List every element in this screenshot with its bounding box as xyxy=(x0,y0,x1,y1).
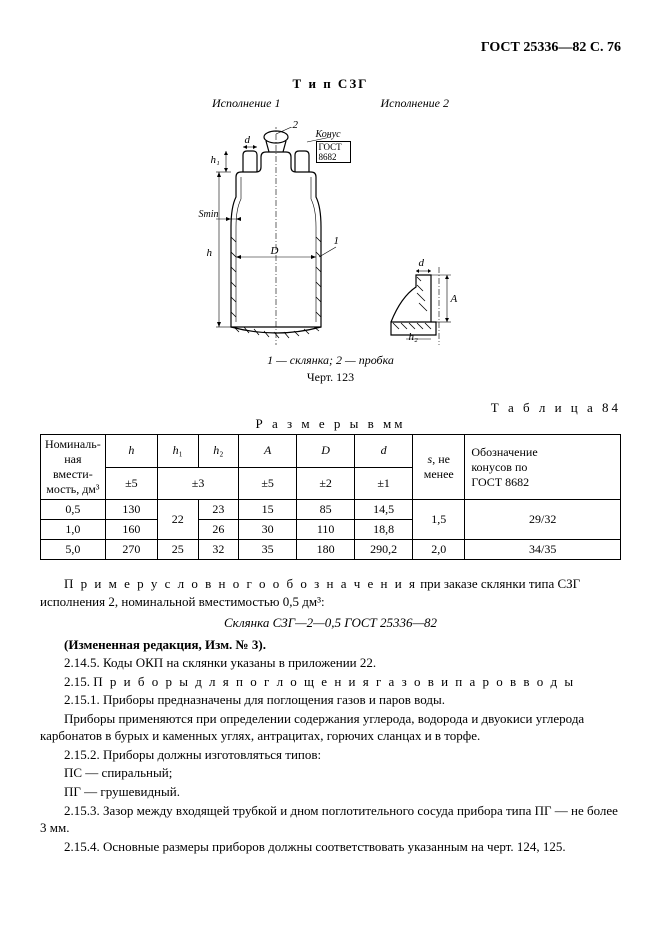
p-ps: ПС — спиральный; xyxy=(40,764,621,782)
p-2151: 2.15.1. Приборы предназначены для поглощ… xyxy=(40,691,621,709)
p-example: П р и м е р у с л о в н о г о о б о з н … xyxy=(40,575,621,610)
tol-h: ±5 xyxy=(105,467,157,500)
execution-labels: Исполнение 1 Исполнение 2 xyxy=(40,96,621,111)
figure-number: Черт. 123 xyxy=(40,370,621,385)
table-row: 5,0 270 25 32 35 180 290,2 2,0 34/35 xyxy=(41,540,621,560)
col-h1: h₁ xyxy=(157,435,198,468)
leader-1: 1 xyxy=(334,235,340,247)
col-d: d xyxy=(355,435,413,468)
col-s: s, неменее xyxy=(413,435,465,500)
tol-D: ±2 xyxy=(297,467,355,500)
dim-h1: h₁ xyxy=(211,154,220,166)
designation: Склянка СЗГ—2—0,5 ГОСТ 25336—82 xyxy=(40,614,621,632)
table-row: 0,5 130 22 23 15 85 14,5 1,5 29/32 xyxy=(41,500,621,520)
example-spaced: П р и м е р у с л о в н о г о о б о з н … xyxy=(64,576,417,591)
dim-d: d xyxy=(245,134,251,146)
size-title: Р а з м е р ы в мм xyxy=(40,416,621,432)
diagram-area: 2 Конус ГОСТ 8682 1 d h₁ Smin h D xyxy=(40,117,621,347)
col-nominal: Номиналь-ная вмести-мость, дм³ xyxy=(41,435,106,500)
tol-h1h2: ±3 xyxy=(157,467,238,500)
col-A: A xyxy=(239,435,297,468)
p215-num: 2.15. xyxy=(64,674,93,689)
p-2154: 2.15.4. Основные размеры приборов должны… xyxy=(40,838,621,856)
exec1-label: Исполнение 1 xyxy=(212,96,280,111)
detail-h2: h₂ xyxy=(409,331,418,343)
col-h2: h₂ xyxy=(198,435,239,468)
detail-drawing: d A h₂ xyxy=(381,267,461,347)
exec2-label: Исполнение 2 xyxy=(381,96,449,111)
p-2152: 2.15.2. Приборы должны изготовляться тип… xyxy=(40,746,621,764)
figure-caption: 1 — склянка; 2 — пробка xyxy=(40,353,621,368)
cone-label: Конус xyxy=(316,129,341,140)
p-amend: (Измененная редакция, Изм. № 3). xyxy=(40,636,621,654)
detail-d: d xyxy=(419,257,425,269)
p-2145: 2.14.5. Коды ОКП на склянки указаны в пр… xyxy=(40,654,621,672)
p-usage: Приборы применяются при определении соде… xyxy=(40,710,621,745)
p-215: 2.15. П р и б о р ы д л я п о г л о щ е … xyxy=(40,673,621,691)
dim-D: D xyxy=(271,245,279,257)
col-cone: Обозначениеконусов поГОСТ 8682 xyxy=(465,435,621,500)
table-label: Т а б л и ц а 84 xyxy=(40,400,621,416)
leader-2: 2 xyxy=(293,119,299,131)
p215-title: П р и б о р ы д л я п о г л о щ е н и я … xyxy=(93,674,575,689)
tol-d: ±1 xyxy=(355,467,413,500)
col-h: h xyxy=(105,435,157,468)
col-D: D xyxy=(297,435,355,468)
body-text: П р и м е р у с л о в н о г о о б о з н … xyxy=(40,575,621,855)
page-header: ГОСТ 25336—82 С. 76 xyxy=(40,40,621,56)
dim-smin: Smin xyxy=(199,209,219,220)
tol-A: ±5 xyxy=(239,467,297,500)
p-pg: ПГ — грушевидный. xyxy=(40,783,621,801)
dim-h: h xyxy=(207,247,213,259)
detail-A: A xyxy=(451,293,458,305)
gost-label: ГОСТ 8682 xyxy=(316,141,351,163)
p-2153: 2.15.3. Зазор между входящей трубкой и д… xyxy=(40,802,621,837)
dimensions-table: Номиналь-ная вмести-мость, дм³ h h₁ h₂ A… xyxy=(40,434,621,560)
flask-drawing: 2 Конус ГОСТ 8682 1 d h₁ Smin h D xyxy=(201,127,351,347)
type-title: Т и п СЗГ xyxy=(40,76,621,92)
